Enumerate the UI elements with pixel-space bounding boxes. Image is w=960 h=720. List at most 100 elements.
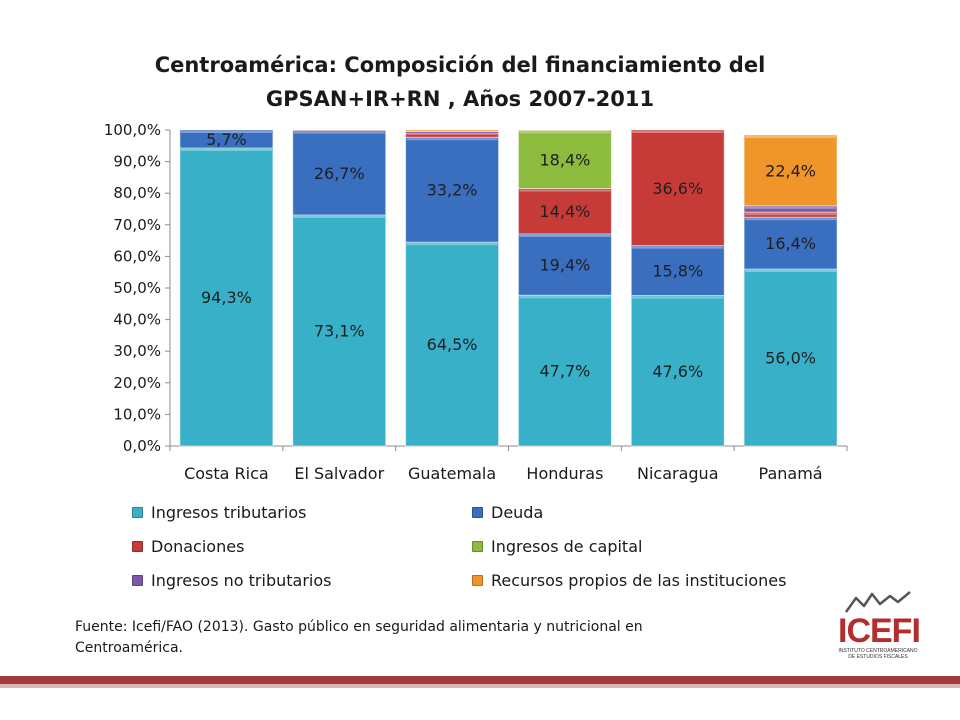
bar-segment — [517, 233, 612, 296]
bar-segment — [743, 205, 838, 213]
data-label: 73,1% — [314, 322, 365, 341]
data-label: 16,4% — [765, 234, 816, 253]
data-label: 36,6% — [652, 179, 703, 198]
data-label: 56,0% — [765, 349, 816, 368]
data-label: 5,7% — [206, 130, 247, 149]
bar-segment — [179, 147, 274, 447]
data-label: 14,4% — [540, 202, 591, 221]
footer-band — [0, 676, 960, 684]
data-label: 33,2% — [427, 181, 478, 200]
legend-swatch — [472, 540, 483, 552]
legend-item-ingresos-de-capital: Ingresos de capital — [472, 534, 852, 558]
bar-segment-highlight — [180, 131, 272, 133]
bar-segment — [405, 241, 500, 447]
data-label: 47,7% — [540, 362, 591, 381]
icefi-logo: ICEFI INSTITUTO CENTROAMERICANO DE ESTUD… — [838, 590, 921, 670]
legend-item-deuda: Deuda — [472, 500, 852, 524]
data-label: 22,4% — [765, 161, 816, 180]
bar-segment — [630, 129, 725, 247]
chart-title-line-2: GPSAN+IR+RN , Años 2007-2011 — [265, 87, 655, 111]
stacked-bar-chart: 0,0% 10,0% 20,0% 30,0% 40,0% 50,0% 60,0% 70,0% 8… — [104, 121, 848, 483]
x-tick-label: Honduras — [526, 464, 603, 483]
bar-segment — [405, 133, 500, 138]
bar-segment — [517, 129, 612, 189]
legend-label: Recursos propios de las instituciones — [491, 570, 787, 590]
bar-segment — [405, 129, 500, 133]
legend-swatch — [132, 574, 143, 586]
y-tick-label: 90,0% — [113, 153, 161, 171]
bar-segment — [630, 295, 725, 447]
legend-swatch — [472, 506, 483, 518]
x-tick-label: El Salvador — [294, 464, 384, 483]
y-tick-label: 30,0% — [113, 342, 161, 360]
chart-title: Centroamérica: Composición del financiam… — [120, 48, 800, 116]
bar-segment-highlight — [632, 131, 724, 133]
data-label: 64,5% — [427, 335, 478, 354]
y-tick-label: 10,0% — [113, 405, 161, 423]
y-tick-label: 50,0% — [113, 279, 161, 297]
data-label: 19,4% — [540, 256, 591, 275]
source-note: Fuente: Icefi/FAO (2013). Gasto público … — [75, 619, 643, 656]
bar-segment-highlight — [293, 216, 385, 219]
bar-segment-highlight — [180, 149, 272, 152]
logo-text: ICEFI — [838, 612, 921, 650]
y-tick-label: 70,0% — [113, 216, 161, 234]
data-label: 18,4% — [540, 150, 591, 169]
bar-segment — [179, 129, 274, 149]
x-tick-label: Costa Rica — [184, 464, 269, 483]
bar-segment-highlight — [632, 246, 724, 249]
bar-segment-highlight — [519, 189, 611, 192]
data-label: 47,6% — [652, 362, 703, 381]
legend-label: Donaciones — [151, 536, 245, 556]
bar-segment-highlight — [519, 296, 611, 299]
bar-segment — [517, 294, 612, 447]
legend-item-recursos-propios: Recursos propios de las instituciones — [472, 568, 852, 592]
legend-swatch — [132, 540, 143, 552]
chart-title-line-1: Centroamérica: Composición del financiam… — [154, 53, 766, 77]
y-tick-label: 0,0% — [123, 437, 161, 455]
y-tick-label: 100,0% — [104, 121, 161, 139]
bar-segment — [517, 187, 612, 235]
bar-segment — [630, 245, 725, 297]
y-tick-label: 80,0% — [113, 184, 161, 202]
bar-segment-highlight — [745, 218, 837, 221]
bar-segment — [743, 134, 838, 207]
x-tick-label: Panamá — [759, 464, 823, 483]
bar-segment-highlight — [519, 131, 611, 134]
y-tick-label: 20,0% — [113, 374, 161, 392]
chart-legend: Ingresos tributarios Deuda Donaciones In… — [132, 500, 852, 592]
bar-segment-highlight — [745, 270, 837, 273]
bar-segment-highlight — [406, 243, 498, 246]
data-label: 26,7% — [314, 164, 365, 183]
legend-item-ingresos-no-tributarios: Ingresos no tributarios — [132, 568, 472, 592]
x-tick-label: Guatemala — [408, 464, 496, 483]
bar-segment — [292, 129, 387, 132]
x-tick-label: Nicaragua — [637, 464, 719, 483]
bar-segment-highlight — [745, 136, 837, 139]
bar-segment — [292, 214, 387, 447]
legend-swatch — [132, 506, 143, 518]
legend-item-ingresos-tributarios: Ingresos tributarios — [132, 500, 472, 524]
data-label: 15,8% — [652, 262, 703, 281]
bar-segment-highlight — [406, 138, 498, 141]
mountain-icon — [844, 591, 911, 613]
legend-label: Ingresos no tributarios — [151, 570, 332, 590]
bar-segment-highlight — [745, 213, 837, 216]
bar-segment — [292, 130, 387, 216]
bar-segment-highlight — [745, 206, 837, 209]
bar-segment-highlight — [632, 296, 724, 299]
bar-segment — [743, 216, 838, 270]
bar-segment-highlight — [519, 234, 611, 237]
legend-swatch — [472, 574, 483, 586]
logo-subtitle: INSTITUTO CENTROAMERICANO DE ESTUDIOS FI… — [838, 648, 918, 660]
y-tick-label: 40,0% — [113, 311, 161, 329]
y-tick-label: 60,0% — [113, 247, 161, 265]
bar-segment-highlight — [293, 131, 385, 134]
legend-label: Ingresos de capital — [491, 536, 643, 556]
legend-item-donaciones: Donaciones — [132, 534, 472, 558]
bar-segment — [743, 268, 838, 447]
data-label: 94,3% — [201, 288, 252, 307]
legend-label: Deuda — [491, 502, 544, 522]
footer-band-light — [0, 684, 960, 688]
